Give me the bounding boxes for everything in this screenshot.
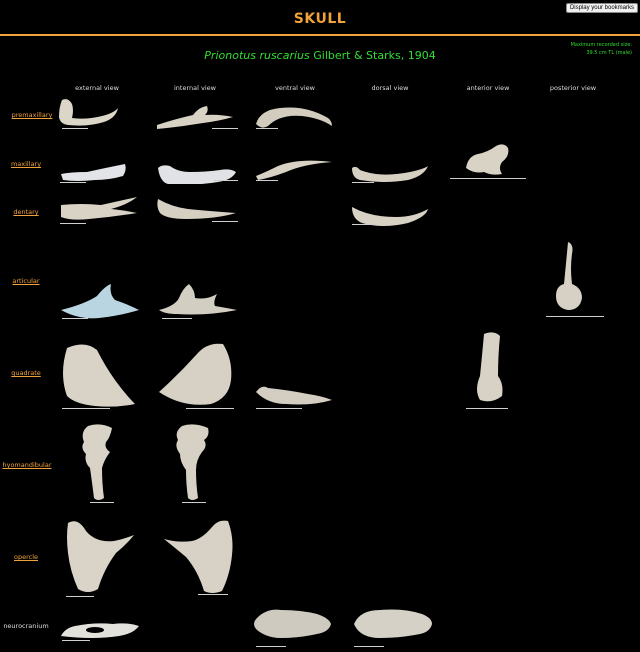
scale-bar	[62, 318, 88, 319]
quadrate-internal-image	[159, 343, 232, 405]
scale-bar	[198, 594, 228, 595]
row-link-dentary[interactable]: dentary	[13, 208, 39, 216]
maxillary-ventral-image	[256, 160, 332, 180]
species-binomial: Prionotus ruscarius	[204, 49, 310, 62]
scale-bar	[182, 502, 206, 503]
page-title: SKULL	[293, 11, 347, 27]
premaxillary-internal-image	[157, 106, 233, 129]
scale-bar	[214, 180, 238, 181]
hyomandibular-external-image	[82, 424, 112, 500]
col-dorsal-view: dorsal view	[371, 84, 409, 92]
col-posterior-view: posterior view	[549, 84, 597, 92]
row-link-premaxillary[interactable]: premaxillary	[11, 111, 53, 119]
scale-bar	[60, 223, 86, 224]
species-name: Prionotus ruscarius Gilbert & Starks, 19…	[0, 49, 640, 62]
articular-internal-image	[159, 284, 237, 315]
scale-bar	[66, 596, 94, 597]
dentary-dorsal-image	[352, 207, 428, 226]
scale-bar	[62, 128, 88, 129]
scale-bar	[256, 128, 278, 129]
scale-bar	[212, 221, 238, 222]
opercle-internal-image	[164, 520, 233, 593]
row-link-quadrate[interactable]: quadrate	[11, 369, 41, 377]
scale-bar	[60, 182, 86, 183]
neurocranium-external-image	[61, 623, 139, 638]
col-internal-view: internal view	[174, 84, 216, 92]
scale-bar	[186, 408, 234, 409]
neurocranium-dorsal-image	[354, 609, 432, 638]
scale-bar	[256, 180, 278, 181]
col-external-view: external view	[75, 84, 119, 92]
scale-bar	[162, 318, 192, 319]
premaxillary-external-image	[59, 99, 118, 126]
species-author: Gilbert & Starks, 1904	[309, 49, 436, 62]
scale-bar	[546, 316, 604, 317]
col-anterior-view: anterior view	[466, 84, 510, 92]
neurocranium-ventral-image	[254, 609, 331, 638]
premaxillary-ventral-image	[256, 107, 332, 128]
dentary-external-image	[61, 197, 137, 220]
scale-bar	[90, 502, 114, 503]
row-link-maxillary[interactable]: maxillary	[10, 160, 42, 168]
scale-bar	[62, 408, 110, 409]
scale-bar	[466, 408, 508, 409]
row-label-neurocranium: neurocranium	[3, 622, 49, 630]
quadrate-ventral-image	[256, 386, 332, 405]
display-bookmarks-button[interactable]: Display your bookmarks	[565, 3, 638, 13]
scale-bar	[352, 182, 374, 183]
row-link-hyomandibular[interactable]: hyomandibular	[2, 461, 52, 469]
scale-bar	[62, 640, 90, 641]
maxillary-anterior-image	[466, 144, 509, 175]
scale-bar	[212, 128, 238, 129]
dentary-internal-image	[157, 199, 236, 219]
row-link-articular[interactable]: articular	[12, 277, 40, 285]
quadrate-anterior-image	[477, 332, 503, 402]
max-size-value: 39.5 cm TL (male)	[586, 50, 632, 56]
max-size-note: Maximum recorded size: 39.5 cm TL (male)	[571, 41, 632, 57]
scale-bar	[352, 224, 376, 225]
row-link-opercle[interactable]: opercle	[13, 553, 38, 561]
max-size-label: Maximum recorded size:	[570, 42, 632, 48]
scale-bar	[450, 178, 526, 179]
articular-posterior-image	[556, 242, 582, 310]
hyomandibular-internal-image	[176, 424, 209, 500]
maxillary-internal-image	[158, 165, 236, 184]
scale-bar	[354, 646, 384, 647]
col-ventral-view: ventral view	[274, 84, 315, 92]
articular-external-image	[61, 284, 139, 319]
quadrate-external-image	[63, 344, 135, 407]
opercle-external-image	[67, 521, 134, 592]
scale-bar	[256, 408, 302, 409]
maxillary-external-image	[61, 164, 126, 181]
title-divider	[0, 34, 640, 36]
maxillary-dorsal-image	[352, 166, 428, 182]
scale-bar	[256, 646, 286, 647]
